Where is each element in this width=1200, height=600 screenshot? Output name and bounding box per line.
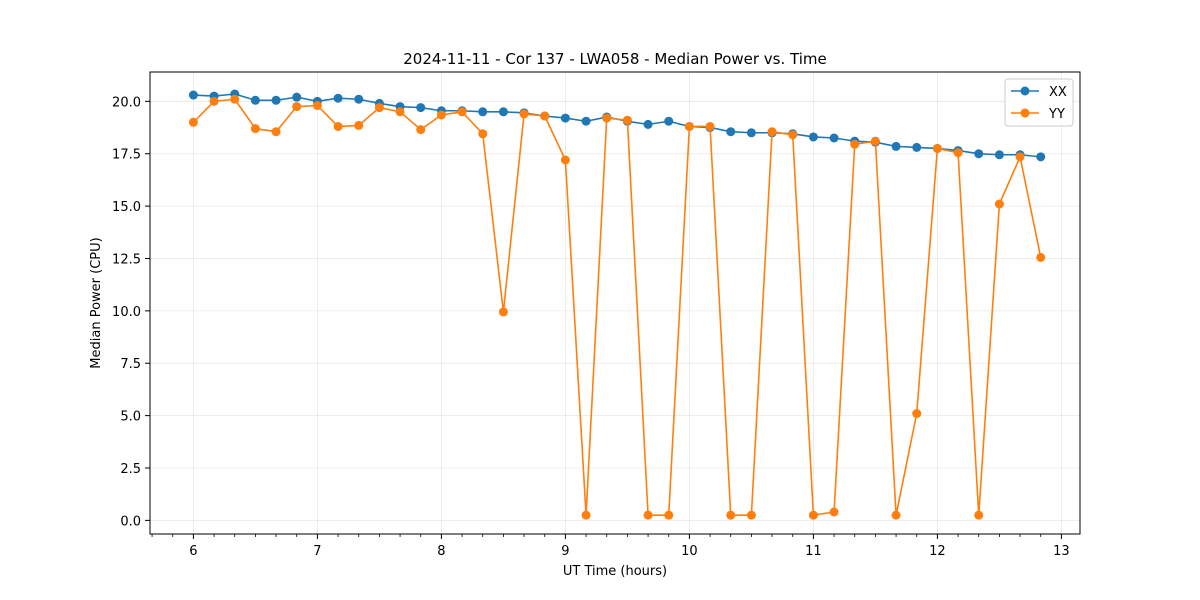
data-point-xx <box>271 95 281 105</box>
data-point-xx <box>664 116 674 126</box>
data-point-xx <box>560 113 570 123</box>
y-tick-label: 12.5 <box>112 252 141 267</box>
data-point-yy <box>519 109 529 119</box>
data-point-yy <box>560 155 570 165</box>
data-point-xx <box>994 150 1004 160</box>
x-tick-label: 9 <box>561 544 569 559</box>
data-point-yy <box>333 121 343 131</box>
data-point-yy <box>478 129 488 139</box>
data-point-yy <box>808 510 818 520</box>
data-point-yy <box>994 199 1004 209</box>
data-point-yy <box>230 94 240 104</box>
x-tick-label: 11 <box>805 544 822 559</box>
data-point-yy <box>292 102 302 112</box>
data-point-yy <box>1036 252 1046 262</box>
data-point-yy <box>540 111 550 121</box>
data-point-xx <box>808 132 818 142</box>
data-point-xx <box>726 127 736 137</box>
y-axis-label: Median Power (CPU) <box>89 237 104 368</box>
gridlines <box>150 72 1080 534</box>
legend-label-xx: XX <box>1049 85 1067 100</box>
data-point-yy <box>395 107 405 117</box>
x-tick-label: 13 <box>1053 544 1070 559</box>
data-point-yy <box>643 510 653 520</box>
data-point-xx <box>912 142 922 152</box>
legend: XX YY <box>1004 78 1074 127</box>
data-point-yy <box>188 117 198 127</box>
data-point-yy <box>1015 152 1025 162</box>
data-point-xx <box>643 119 653 129</box>
y-tick-label: 10.0 <box>112 305 141 320</box>
plot-frame <box>149 71 1081 535</box>
data-point-yy <box>788 130 798 140</box>
data-point-yy <box>271 127 281 137</box>
data-point-yy <box>850 139 860 149</box>
data-point-xx <box>746 128 756 138</box>
x-tick-label: 8 <box>437 544 445 559</box>
data-point-yy <box>250 124 260 134</box>
data-point-yy <box>932 143 942 153</box>
data-point-yy <box>498 307 508 317</box>
y-tick-label: 17.5 <box>112 148 141 163</box>
data-point-yy <box>457 107 467 117</box>
y-tick-label: 0.0 <box>120 514 141 529</box>
y-axis-ticks: 0.0 2.5 5.0 7.5 10.0 12.5 15.0 17.5 20.0 <box>112 95 150 529</box>
data-point-yy <box>891 510 901 520</box>
x-tick-label: 12 <box>929 544 946 559</box>
data-point-yy <box>974 510 984 520</box>
data-point-xx <box>974 149 984 159</box>
data-point-yy <box>953 148 963 158</box>
data-point-xx <box>581 116 591 126</box>
data-point-xx <box>354 94 364 104</box>
y-tick-label: 5.0 <box>120 410 141 425</box>
data-point-yy <box>829 507 839 517</box>
data-point-yy <box>705 121 715 131</box>
x-axis-label: UT Time (hours) <box>563 564 667 579</box>
data-point-xx <box>333 93 343 103</box>
data-point-yy <box>767 127 777 137</box>
y-tick-label: 2.5 <box>120 462 141 477</box>
y-tick-label: 7.5 <box>120 357 141 372</box>
data-point-xx <box>188 90 198 100</box>
x-tick-label: 10 <box>681 544 698 559</box>
data-point-xx <box>478 107 488 117</box>
y-tick-label: 20.0 <box>112 95 141 110</box>
data-point-yy <box>684 121 694 131</box>
series-layer <box>188 89 1046 520</box>
data-point-yy <box>870 136 880 146</box>
series-yy <box>188 94 1046 520</box>
data-point-yy <box>622 115 632 125</box>
data-point-yy <box>354 120 364 130</box>
data-point-xx <box>829 133 839 143</box>
data-point-xx <box>292 92 302 102</box>
data-point-yy <box>436 110 446 120</box>
data-point-yy <box>726 510 736 520</box>
chart-title: 2024-11-11 - Cor 137 - LWA058 - Median P… <box>403 50 827 68</box>
y-tick-label: 15.0 <box>112 200 141 215</box>
x-tick-label: 6 <box>189 544 197 559</box>
data-point-yy <box>746 510 756 520</box>
data-point-xx <box>250 95 260 105</box>
data-point-yy <box>581 510 591 520</box>
legend-marker-yy <box>1020 108 1030 118</box>
data-point-yy <box>209 96 219 106</box>
data-point-yy <box>374 103 384 113</box>
x-axis-ticks: 6 7 8 9 10 11 12 13 <box>151 534 1070 559</box>
legend-label-yy: YY <box>1048 107 1065 122</box>
series-line-yy <box>192 98 1042 516</box>
legend-marker-xx <box>1020 86 1030 96</box>
data-point-yy <box>312 101 322 111</box>
data-point-xx <box>416 103 426 113</box>
x-tick-label: 7 <box>313 544 321 559</box>
data-point-xx <box>891 141 901 151</box>
data-point-yy <box>602 113 612 123</box>
data-point-xx <box>1036 152 1046 162</box>
data-point-yy <box>416 125 426 135</box>
data-point-yy <box>664 510 674 520</box>
data-point-xx <box>498 107 508 117</box>
data-point-yy <box>912 409 922 419</box>
